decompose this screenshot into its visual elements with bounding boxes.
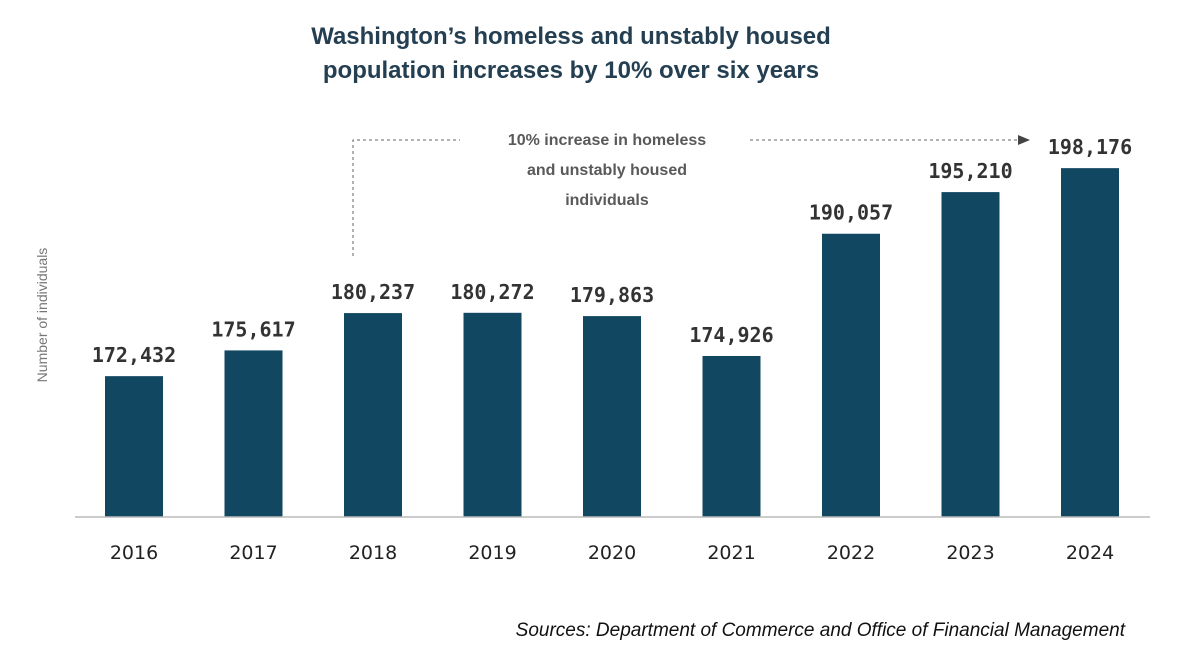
x-tick-label-2022: 2022	[827, 542, 875, 564]
bar-2017	[224, 350, 283, 517]
annotation-text-line-1: 10% increase in homeless	[508, 132, 706, 149]
bar-2018	[344, 313, 402, 517]
chart-title-line-1: Washington’s homeless and unstably house…	[311, 23, 831, 50]
bar-2021	[702, 355, 761, 517]
bar-2016	[105, 376, 163, 517]
x-tick-label-2016: 2016	[110, 542, 158, 564]
data-label-2017: 175,617	[211, 317, 295, 341]
x-tick-label-2021: 2021	[707, 542, 755, 564]
annotation-arrowhead-icon	[1018, 135, 1030, 145]
annotation-text-line-2: and unstably housed	[527, 162, 687, 179]
bar-2024	[1061, 168, 1119, 517]
x-tick-label-2018: 2018	[349, 542, 397, 564]
x-tick-label-2023: 2023	[946, 542, 994, 564]
data-label-2020: 179,863	[570, 283, 654, 307]
data-label-2018: 180,237	[331, 280, 415, 304]
data-label-2019: 180,272	[450, 280, 534, 304]
y-axis-label: Number of individuals	[34, 248, 50, 383]
bar-2020	[583, 316, 641, 517]
bar-2019	[463, 312, 522, 517]
x-tick-label-2019: 2019	[468, 542, 516, 564]
x-tick-label-2020: 2020	[588, 542, 636, 564]
x-tick-label-2017: 2017	[229, 542, 277, 564]
data-label-2016: 172,432	[92, 343, 176, 367]
annotation-text-line-3: individuals	[565, 192, 649, 209]
data-label-2023: 195,210	[928, 159, 1012, 183]
chart-title-line-2: population increases by 10% over six yea…	[322, 57, 820, 84]
bar-2023	[941, 192, 1000, 517]
chart-title: Washington’s homeless and unstably house…	[0, 20, 1142, 88]
bar-2022	[822, 233, 880, 517]
data-label-2022: 190,057	[809, 201, 893, 225]
source-note: Sources: Department of Commerce and Offi…	[515, 620, 1125, 641]
data-label-2024: 198,176	[1048, 135, 1132, 159]
data-label-2021: 174,926	[689, 323, 773, 347]
x-tick-label-2024: 2024	[1066, 542, 1114, 564]
annotation-bracket-left	[352, 139, 460, 256]
